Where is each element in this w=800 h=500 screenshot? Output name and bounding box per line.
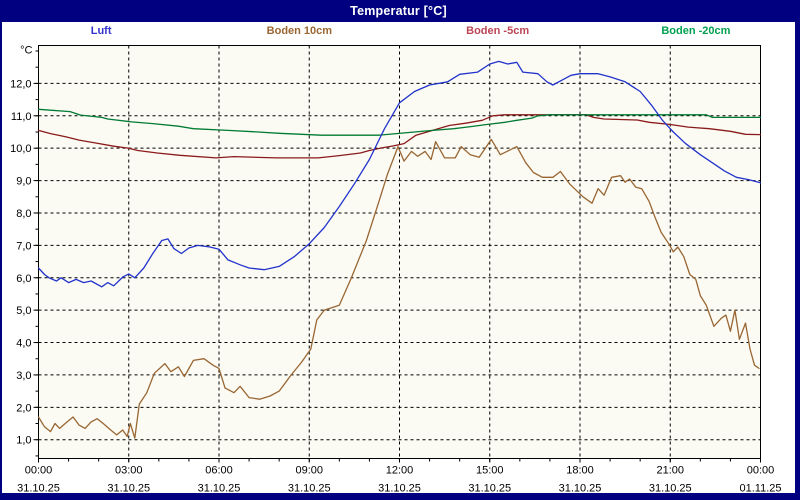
y-tick-label: 10,0 xyxy=(10,143,31,155)
x-tick-date-label: 01.11.25 xyxy=(739,483,781,494)
x-tick-time-label: 15:00 xyxy=(476,465,504,477)
x-tick-date-label: 31.10.25 xyxy=(468,483,511,494)
legend-item-boden-m20cm: Boden -20cm xyxy=(661,25,731,37)
series-line-boden-20cm xyxy=(37,108,762,136)
page-title: Temperatur [°C] xyxy=(350,4,447,18)
x-tick-date-label: 31.10.25 xyxy=(198,483,241,494)
legend-item-boden-m5cm: Boden -5cm xyxy=(466,25,530,37)
y-tick-label: 7,0 xyxy=(16,240,31,252)
y-axis-unit-label: °C xyxy=(20,45,32,57)
y-tick-label: 9,0 xyxy=(16,176,31,188)
y-tick-label: 4,0 xyxy=(16,338,31,350)
x-tick-date-label: 31.10.25 xyxy=(559,483,602,494)
x-tick-time-label: 21:00 xyxy=(656,465,684,477)
y-tick-label: 12,0 xyxy=(10,78,31,90)
y-tick-label: 1,0 xyxy=(16,435,31,447)
plot-border xyxy=(38,45,761,459)
x-tick-time-label: 12:00 xyxy=(386,465,414,477)
x-tick-time-label: 03:00 xyxy=(115,465,143,477)
y-tick-label: 6,0 xyxy=(16,273,31,285)
y-tick-label: 11,0 xyxy=(11,111,32,123)
legend-item-luft: Luft xyxy=(90,25,112,37)
x-tick-time-label: 06:00 xyxy=(205,465,233,477)
x-tick-date-label: 31.10.25 xyxy=(378,483,421,494)
x-tick-date-label: 31.10.25 xyxy=(107,483,150,494)
y-tick-label: 8,0 xyxy=(16,208,31,220)
y-tick-label: 3,0 xyxy=(16,370,31,382)
x-tick-time-label: 09:00 xyxy=(295,465,323,477)
series-line-luft xyxy=(37,60,762,288)
chart-legend: Luft Boden 10cm Boden -5cm Boden -20cm xyxy=(2,23,795,39)
series-line-boden-10cm xyxy=(37,138,760,439)
y-tick-label: 2,0 xyxy=(16,402,31,414)
x-tick-date-label: 31.10.25 xyxy=(649,483,692,494)
x-tick-date-label: 31.10.25 xyxy=(288,483,331,494)
temperature-line-chart: 1,0 2,0 3,0 4,0 5,0 6,0 7,0 8,0 9,0 10,0 11,0 12,0 0… xyxy=(10,45,781,494)
series-line-boden-5cm xyxy=(37,114,762,159)
y-tick-label: 5,0 xyxy=(16,305,31,317)
x-tick-date-label: 31.10.25 xyxy=(17,483,60,494)
x-tick-time-label: 00:00 xyxy=(25,465,53,477)
x-tick-time-label: 00:00 xyxy=(747,465,775,477)
title-bar: Temperatur [°C] xyxy=(2,0,795,22)
legend-item-boden-10cm: Boden 10cm xyxy=(266,25,333,37)
x-tick-time-label: 18:00 xyxy=(566,465,594,477)
